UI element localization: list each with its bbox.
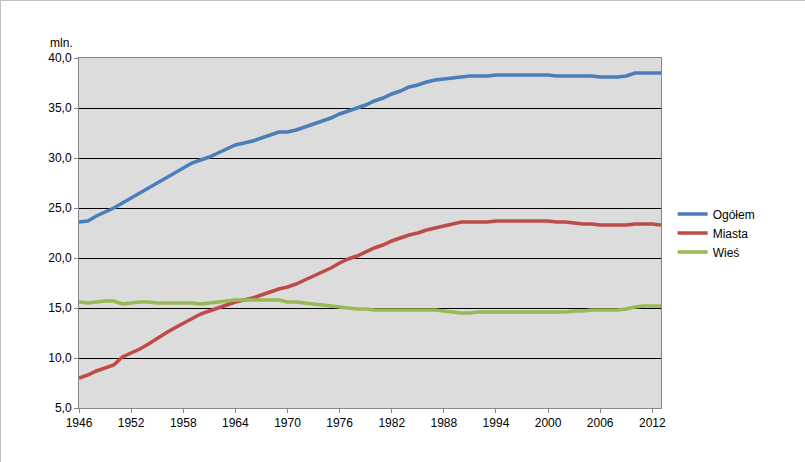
svg-text:1952: 1952 — [118, 416, 145, 430]
svg-text:1982: 1982 — [378, 416, 405, 430]
svg-text:Miasta: Miasta — [713, 227, 749, 241]
svg-text:15,0: 15,0 — [48, 301, 72, 315]
svg-text:20,0: 20,0 — [48, 251, 72, 265]
svg-text:mln.: mln. — [50, 36, 73, 50]
svg-text:1994: 1994 — [483, 416, 510, 430]
svg-text:5,0: 5,0 — [55, 401, 72, 415]
svg-text:1988: 1988 — [430, 416, 457, 430]
svg-text:1958: 1958 — [170, 416, 197, 430]
svg-text:2000: 2000 — [535, 416, 562, 430]
svg-text:Wieś: Wieś — [713, 246, 740, 260]
svg-text:35,0: 35,0 — [48, 101, 72, 115]
svg-text:Ogółem: Ogółem — [713, 208, 755, 222]
svg-text:2012: 2012 — [639, 416, 666, 430]
svg-text:10,0: 10,0 — [48, 351, 72, 365]
svg-text:30,0: 30,0 — [48, 151, 72, 165]
svg-text:1946: 1946 — [66, 416, 93, 430]
svg-text:2006: 2006 — [587, 416, 614, 430]
svg-text:25,0: 25,0 — [48, 201, 72, 215]
svg-text:1976: 1976 — [326, 416, 353, 430]
svg-text:40,0: 40,0 — [48, 51, 72, 65]
svg-text:1964: 1964 — [222, 416, 249, 430]
svg-text:1970: 1970 — [274, 416, 301, 430]
